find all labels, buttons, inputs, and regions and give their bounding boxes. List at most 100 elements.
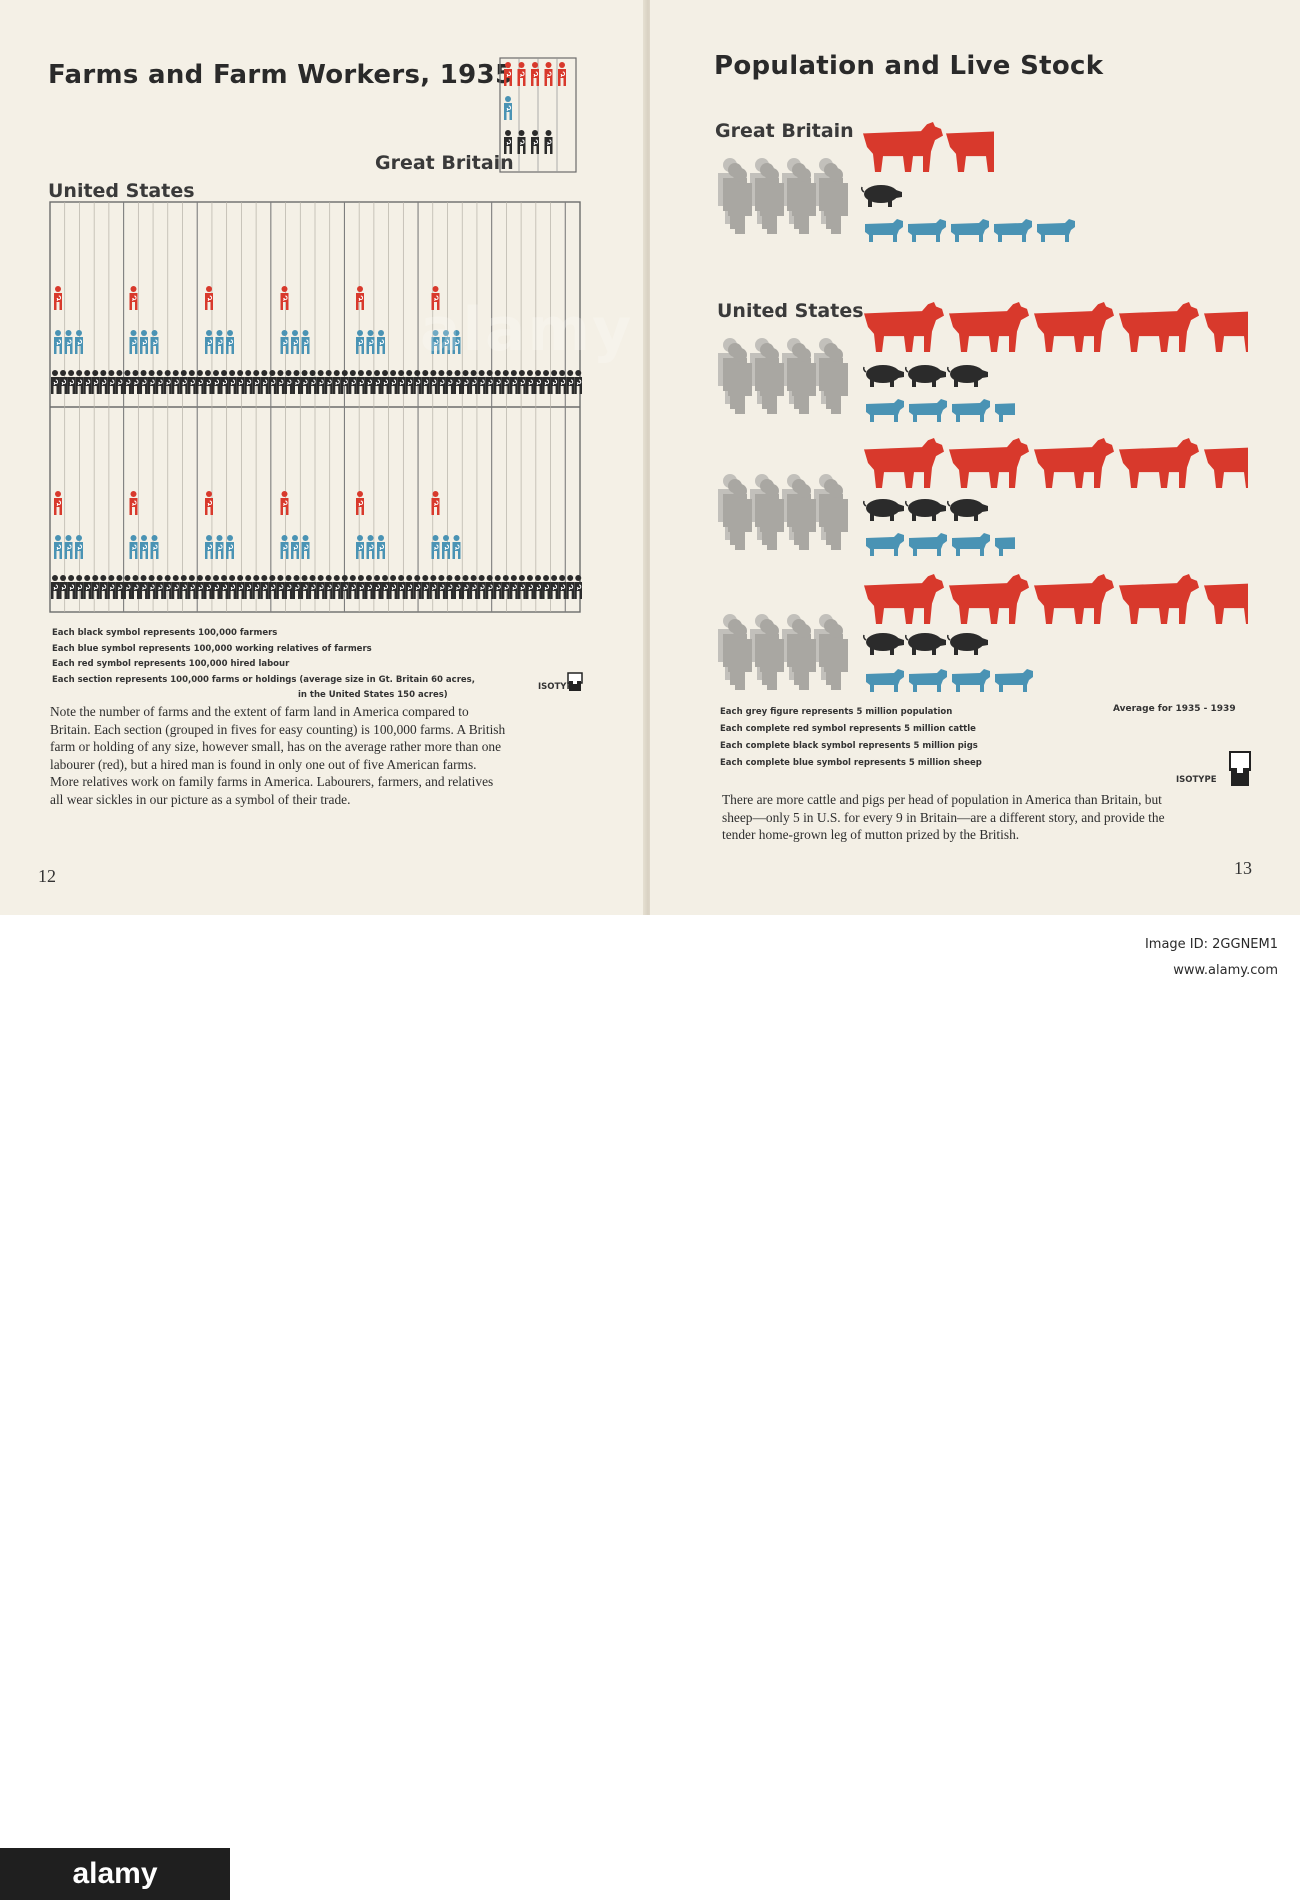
us-farmer [469,370,478,394]
us-farmer [75,575,84,599]
us-relative [377,330,385,354]
us-farmer [501,370,510,394]
livestock-chart [718,122,1248,692]
us-relative [291,535,299,559]
us-farmer [284,575,293,599]
us-farmer [477,575,486,599]
us-farmer [501,575,510,599]
us-sheep [866,533,904,556]
us-farmer [268,370,277,394]
right-us-label: United States [717,300,864,322]
gb-sheep [908,219,946,242]
us-farmer [550,575,559,599]
watermark-footer: alamy Image ID: 2GGNEM1 www.alamy.com [0,915,1300,1900]
us-farmer [252,575,261,599]
us-farmer [187,370,196,394]
us-relative [377,535,385,559]
population-figure [728,624,752,690]
us-farmer [316,575,325,599]
us-farmer [107,370,116,394]
us-cattle [949,574,1029,624]
us-farmer [203,575,212,599]
us-farmer [115,575,124,599]
us-farmer [340,575,349,599]
us-farmer [429,575,438,599]
us-farmer [566,575,575,599]
us-hired-labour [54,491,62,515]
us-farmer [260,575,269,599]
us-pig [863,365,904,387]
us-relative [205,535,213,559]
us-relative [54,330,62,354]
us-cattle [1034,302,1114,352]
us-hired-labour [205,491,213,515]
us-farmer [300,575,309,599]
us-cattle [864,438,944,488]
us-farm-chart [49,201,582,613]
us-farmer [91,575,100,599]
us-cattle [1034,574,1114,624]
watermark-image-id: Image ID: 2GGNEM1 [1144,937,1278,952]
us-farmer [220,575,229,599]
us-farm-symbols [51,202,582,612]
gb-relative [504,96,512,120]
us-relative [291,330,299,354]
gb-sheep [1037,219,1075,242]
us-farmer [453,575,462,599]
us-farmer [83,575,92,599]
population-figure [792,348,816,414]
us-sheep [952,399,990,422]
us-cattle [1034,438,1114,488]
us-farmer [525,575,534,599]
us-hired-labour [356,286,364,310]
population-figure [760,624,784,690]
us-relative [452,330,461,354]
population-figure [792,624,816,690]
us-farmer [123,575,132,599]
us-farmer [179,370,188,394]
population-figure [728,348,752,414]
average-label: Average for 1935 - 1939 [1113,704,1236,714]
us-relative [75,535,83,559]
us-farmer [75,370,84,394]
us-farmer [260,370,269,394]
book-gutter [643,0,653,915]
us-farmer [542,370,551,394]
us-sheep [909,669,947,692]
legend-black-symbol: Each black symbol represents 100,000 far… [52,628,278,638]
left-page: Farms and Farm Workers, 1935 Great Brita… [0,0,646,915]
us-relative [366,330,375,354]
us-farmer [203,370,212,394]
us-pig [863,499,904,521]
gb-pig [861,185,902,207]
legend-black-pigs: Each complete black symbol represents 5 … [720,741,978,751]
us-relative [64,535,73,559]
watermark-center: alamy [420,295,634,365]
us-farmer [469,575,478,599]
us-relative [64,330,73,354]
us-farmer [574,370,582,394]
us-sheep [952,533,990,556]
us-relative [215,535,224,559]
us-farmer [437,575,446,599]
us-farmer [67,575,76,599]
us-cattle [864,574,944,624]
us-farmer [534,370,542,394]
us-farmer [187,575,196,599]
us-farmer [558,575,567,599]
us-farmer [356,575,365,599]
us-farmer [517,370,526,394]
us-hired-labour [129,491,138,515]
gb-hired-labour [531,62,539,86]
right-page-title: Population and Live Stock [714,51,1104,81]
us-farmer [397,575,406,599]
us-relative [205,330,213,354]
us-farmer [389,575,398,599]
us-farmer [493,370,502,394]
gb-sheep [951,219,989,242]
us-farmer [437,370,446,394]
right-gb-label: Great Britain [715,120,854,142]
us-pig [905,633,946,655]
us-farmer [509,370,518,394]
right-page-number: 13 [1234,858,1252,878]
